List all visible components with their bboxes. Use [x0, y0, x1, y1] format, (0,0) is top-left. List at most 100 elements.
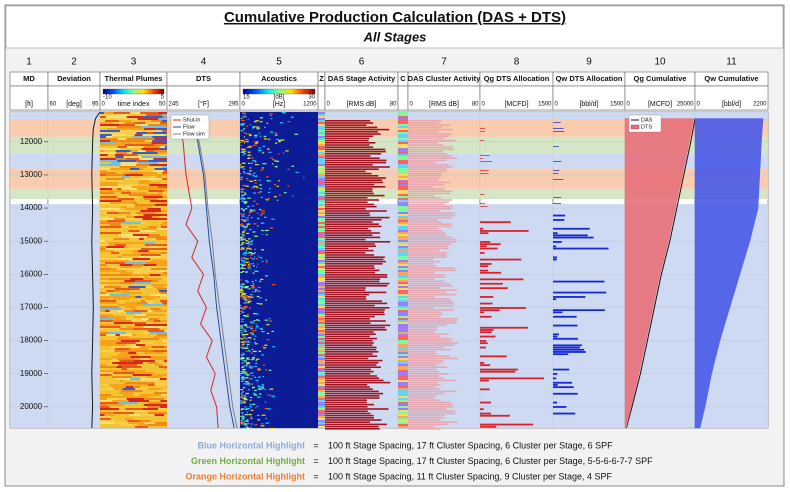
acoustic-speck: [241, 166, 244, 168]
thermal-cell: [151, 216, 160, 218]
stripe: [398, 400, 408, 402]
activity-bar: [408, 293, 456, 296]
track-unit: [bbl/d]: [579, 101, 598, 108]
acoustic-speck: [271, 218, 275, 220]
thermal-cell: [151, 284, 163, 286]
thermal-cell: [164, 360, 167, 362]
thermal-cell: [144, 398, 165, 400]
acoustic-speck: [249, 145, 251, 148]
stripe: [398, 184, 408, 186]
thermal-cell: [150, 232, 165, 234]
acoustic-speck: [240, 371, 244, 373]
stripe: [318, 286, 325, 288]
stripe: [318, 374, 325, 376]
thermal-cell: [130, 332, 144, 334]
stripe: [398, 422, 408, 424]
activity-bar: [325, 210, 387, 212]
activity-bar: [408, 348, 452, 351]
activity-bar: [325, 300, 383, 302]
allocation-bar: [480, 245, 487, 248]
thermal-cell: [142, 408, 158, 410]
thermal-cell: [145, 222, 163, 224]
thermal-cell: [111, 376, 132, 378]
thermal-cell: [117, 188, 122, 190]
thermal-cell: [100, 198, 118, 200]
allocation-bar: [553, 179, 564, 180]
activity-bar: [325, 142, 376, 144]
thermal-cell: [100, 406, 110, 408]
thermal-cell: [117, 182, 139, 184]
allocation-bar: [480, 158, 484, 159]
acoustic-speck: [290, 116, 294, 118]
acoustic-speck: [250, 285, 254, 287]
acoustic-speck: [262, 152, 265, 154]
thermal-cell: [136, 352, 144, 354]
activity-bar: [408, 137, 445, 140]
activity-bar: [325, 276, 388, 278]
acoustic-speck: [242, 115, 247, 117]
acoustic-speck: [240, 402, 243, 405]
thermal-cell: [154, 364, 164, 366]
log-curve: [176, 118, 219, 429]
activity-bar: [325, 282, 390, 285]
stripe: [318, 146, 325, 148]
thermal-cell: [127, 362, 143, 364]
thermal-cell: [100, 322, 114, 324]
acoustic-speck: [240, 291, 244, 293]
acoustic-speck: [253, 200, 256, 202]
stripe: [398, 424, 408, 426]
acoustic-speck: [260, 210, 265, 212]
allocation-bar: [480, 423, 534, 426]
allocation-bar: [553, 333, 559, 336]
stripe: [398, 298, 408, 300]
thermal-cell: [129, 114, 147, 116]
thermal-cell: [153, 342, 167, 344]
thermal-cell: [117, 310, 125, 312]
thermal-cell: [130, 172, 139, 174]
thermal-cell: [120, 266, 134, 268]
acoustic-speck: [251, 383, 253, 385]
acoustic-speck: [246, 281, 249, 283]
scale-max: 80: [472, 102, 479, 108]
acoustic-speck: [250, 396, 253, 399]
stripe: [398, 200, 408, 202]
thermal-cell: [143, 238, 152, 240]
thermal-cell: [114, 350, 136, 352]
acoustic-speck: [241, 412, 244, 414]
thermal-cell: [132, 272, 149, 274]
acoustic-speck: [240, 225, 245, 227]
acoustic-speck: [240, 283, 245, 285]
activity-bar: [325, 346, 377, 349]
stripe: [398, 186, 408, 188]
allocation-bar: [553, 197, 562, 198]
stripe: [398, 290, 408, 292]
stripe: [318, 250, 325, 252]
thermal-cell: [115, 150, 131, 152]
activity-bar: [408, 172, 442, 175]
legend-swatch: [630, 124, 640, 130]
thermal-cell: [120, 228, 142, 230]
acoustic-speck: [245, 258, 249, 260]
acoustic-speck: [242, 230, 245, 232]
activity-bar: [408, 353, 437, 355]
thermal-cell: [140, 342, 154, 344]
thermal-cell: [131, 126, 142, 128]
thermal-cell: [120, 410, 130, 412]
thermal-cell: [163, 236, 167, 238]
activity-bar: [408, 186, 434, 188]
thermal-cell: [126, 146, 135, 148]
note-label: Green Horizontal Highlight: [191, 456, 305, 466]
thermal-cell: [137, 424, 149, 426]
thermal-cell: [138, 196, 144, 198]
acoustic-speck: [248, 300, 252, 302]
allocation-bar: [553, 348, 585, 351]
thermal-cell: [118, 212, 131, 214]
thermal-cell: [100, 128, 107, 130]
acoustic-speck: [254, 354, 256, 356]
thermal-cell: [128, 230, 140, 232]
thermal-cell: [100, 424, 122, 426]
acoustic-speck: [257, 368, 261, 370]
acoustic-speck: [245, 249, 248, 252]
stripe: [398, 280, 408, 282]
acoustic-speck: [240, 124, 244, 126]
